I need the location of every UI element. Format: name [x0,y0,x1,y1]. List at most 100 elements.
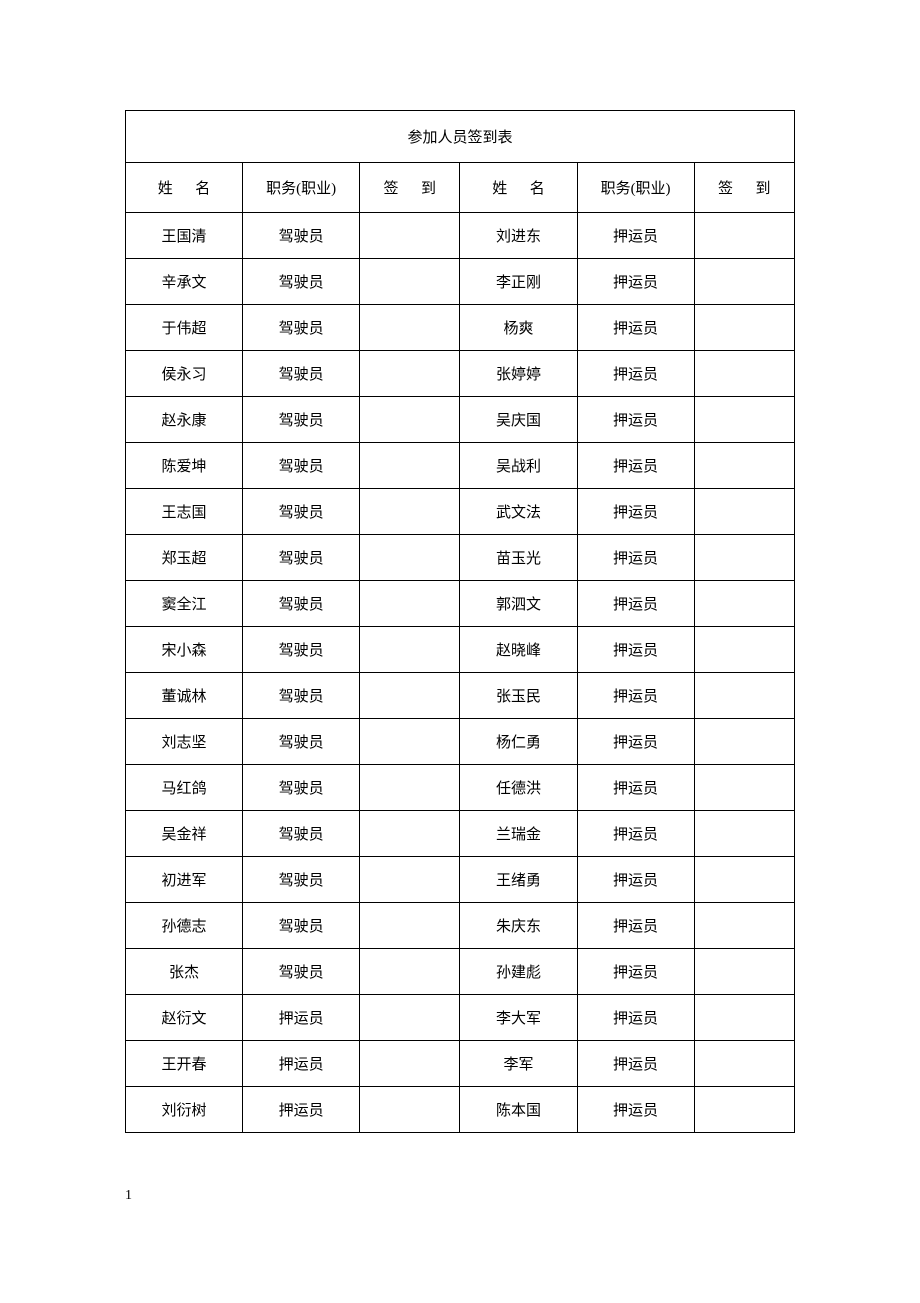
cell-name: 吴庆国 [460,397,577,443]
cell-name: 于伟超 [126,305,243,351]
cell-sign [360,305,460,351]
cell-job: 驾驶员 [243,765,360,811]
cell-sign [694,1087,794,1133]
cell-name: 赵永康 [126,397,243,443]
cell-name: 刘进东 [460,213,577,259]
cell-name: 陈爱坤 [126,443,243,489]
table-row: 赵永康驾驶员 吴庆国押运员 [126,397,795,443]
table-row: 吴金祥驾驶员兰瑞金押运员 [126,811,795,857]
table-title-row: 参加人员签到表 [126,111,795,163]
cell-job: 押运员 [577,443,694,489]
cell-job: 驾驶员 [243,949,360,995]
table-row: 刘志坚驾驶员杨仁勇押运员 [126,719,795,765]
cell-sign [360,397,460,443]
table-row: 侯永习驾驶员张婷婷押运员 [126,351,795,397]
cell-job: 押运员 [577,259,694,305]
cell-job: 押运员 [577,535,694,581]
page-number: 1 [125,1188,795,1204]
cell-job: 驾驶员 [243,857,360,903]
cell-job: 押运员 [243,995,360,1041]
cell-sign [360,765,460,811]
cell-name: 李军 [460,1041,577,1087]
cell-sign [694,949,794,995]
cell-sign [360,351,460,397]
cell-name: 孙德志 [126,903,243,949]
cell-job: 押运员 [577,903,694,949]
cell-name: 王志国 [126,489,243,535]
cell-sign [694,765,794,811]
table-row: 马红鸽驾驶员任德洪押运员 [126,765,795,811]
cell-sign [694,811,794,857]
cell-sign [360,443,460,489]
table-row: 宋小森驾驶员赵晓峰押运员 [126,627,795,673]
cell-sign [360,857,460,903]
cell-sign [360,581,460,627]
cell-name: 李大军 [460,995,577,1041]
cell-job: 驾驶员 [243,305,360,351]
cell-job: 押运员 [577,811,694,857]
cell-job: 驾驶员 [243,397,360,443]
cell-name: 张玉民 [460,673,577,719]
cell-job: 驾驶员 [243,627,360,673]
header-name-left: 姓名 [126,163,243,213]
cell-job: 押运员 [577,1041,694,1087]
cell-job: 押运员 [577,351,694,397]
cell-name: 董诚林 [126,673,243,719]
cell-sign [694,489,794,535]
table-row: 王开春押运员李军押运员 [126,1041,795,1087]
cell-name: 陈本国 [460,1087,577,1133]
cell-job: 押运员 [577,397,694,443]
cell-job: 押运员 [577,1087,694,1133]
cell-name: 吴金祥 [126,811,243,857]
table-row: 孙德志驾驶员朱庆东押运员 [126,903,795,949]
cell-sign [694,351,794,397]
cell-name: 张婷婷 [460,351,577,397]
cell-name: 张杰 [126,949,243,995]
cell-job: 押运员 [577,305,694,351]
cell-name: 王国清 [126,213,243,259]
cell-sign [360,627,460,673]
cell-sign [694,443,794,489]
cell-job: 驾驶员 [243,673,360,719]
table-row: 赵衍文押运员李大军押运员 [126,995,795,1041]
cell-job: 押运员 [577,857,694,903]
cell-sign [694,259,794,305]
cell-sign [694,397,794,443]
cell-name: 李正刚 [460,259,577,305]
cell-sign [360,903,460,949]
cell-sign [360,1087,460,1133]
cell-name: 任德洪 [460,765,577,811]
cell-name: 兰瑞金 [460,811,577,857]
cell-sign [694,305,794,351]
cell-job: 押运员 [577,627,694,673]
cell-name: 郭泗文 [460,581,577,627]
cell-job: 押运员 [577,719,694,765]
cell-sign [360,259,460,305]
table-row: 刘衍树押运员陈本国押运员 [126,1087,795,1133]
cell-job: 驾驶员 [243,351,360,397]
cell-job: 押运员 [577,489,694,535]
cell-sign [694,1041,794,1087]
cell-job: 驾驶员 [243,535,360,581]
table-row: 于伟超驾驶员 杨爽押运员 [126,305,795,351]
cell-job: 押运员 [577,949,694,995]
cell-name: 苗玉光 [460,535,577,581]
cell-job: 驾驶员 [243,719,360,765]
cell-name: 赵衍文 [126,995,243,1041]
cell-job: 驾驶员 [243,489,360,535]
cell-name: 王绪勇 [460,857,577,903]
cell-name: 杨仁勇 [460,719,577,765]
cell-sign [360,213,460,259]
cell-name: 王开春 [126,1041,243,1087]
cell-job: 驾驶员 [243,581,360,627]
table-row: 张杰驾驶员孙建彪押运员 [126,949,795,995]
cell-name: 郑玉超 [126,535,243,581]
cell-sign [694,535,794,581]
cell-job: 驾驶员 [243,259,360,305]
signin-table: 参加人员签到表 姓名 职务(职业) 签到 姓名 职务(职业) 签到 王国清驾驶员… [125,110,795,1133]
table-row: 初进军驾驶员王绪勇押运员 [126,857,795,903]
cell-name: 杨爽 [460,305,577,351]
cell-sign [694,719,794,765]
cell-sign [360,949,460,995]
cell-sign [694,857,794,903]
